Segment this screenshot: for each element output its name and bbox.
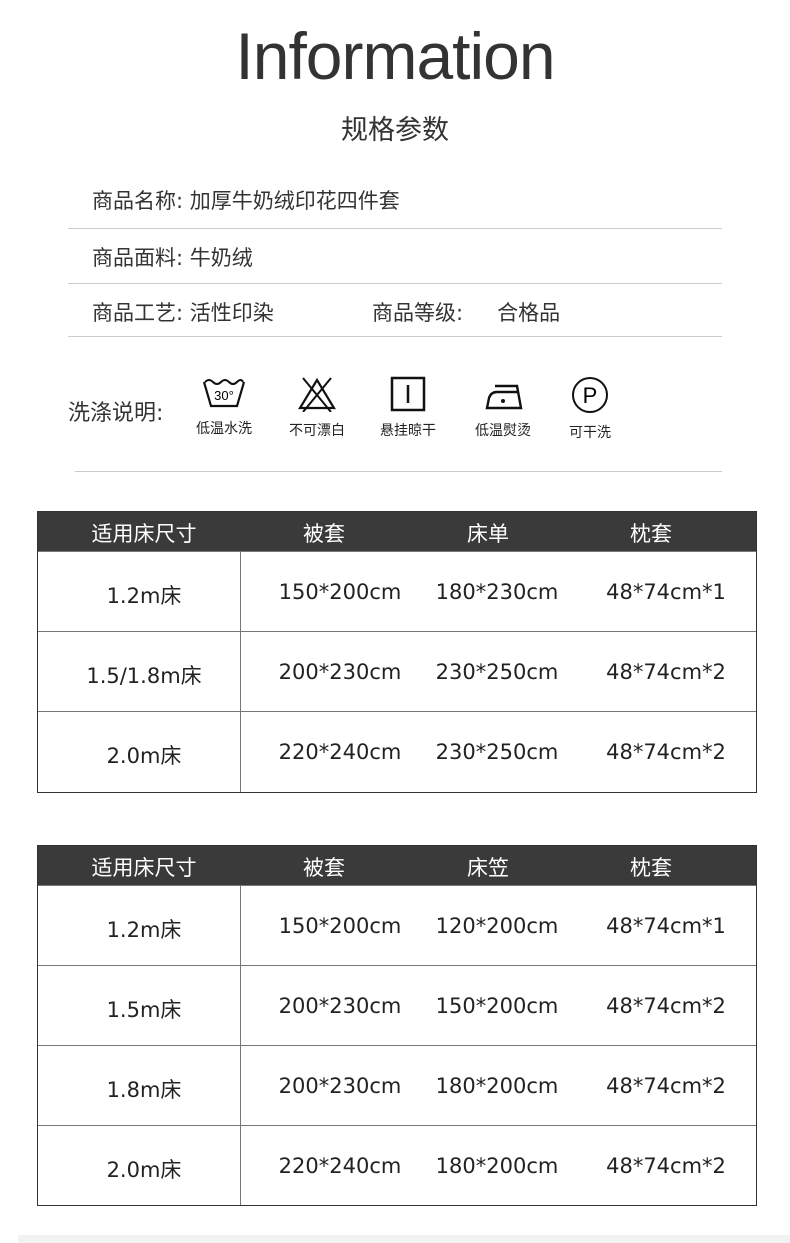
table-cell: 150*200cm	[435, 994, 559, 1018]
divider	[68, 336, 722, 337]
table-cell: 120*200cm	[435, 914, 559, 938]
info-value: 活性印染	[189, 301, 274, 325]
column-header: 床单	[467, 522, 509, 546]
table-cell: 220*240cm	[278, 740, 402, 764]
table-cell: 180*230cm	[435, 580, 559, 604]
table-row: 1.5m床 200*230cm 150*200cm 48*74cm*2	[38, 965, 756, 1046]
info-label: 商品工艺	[92, 301, 176, 325]
low-iron-icon	[485, 384, 523, 410]
column-divider	[240, 551, 241, 792]
wash-item: 低温熨烫	[463, 376, 543, 440]
no-bleach-icon	[298, 377, 336, 412]
table-cell: 48*74cm*1	[606, 580, 726, 604]
table-cell: 230*250cm	[435, 740, 559, 764]
wash-30-icon: 30°	[202, 379, 246, 408]
wash-item-label: 悬挂晾干	[380, 423, 436, 439]
info-label: 商品名称	[92, 189, 176, 213]
table-cell: 180*200cm	[435, 1154, 559, 1178]
table-cell: 200*230cm	[278, 994, 402, 1018]
column-header: 适用床尺寸	[91, 522, 197, 546]
table-cell: 2.0m床	[106, 744, 182, 768]
wash-item-label: 低温熨烫	[475, 423, 531, 439]
divider	[68, 228, 722, 229]
table-cell: 48*74cm*2	[606, 1154, 726, 1178]
wash-item: P 可干洗	[550, 376, 630, 442]
table-row: 1.2m床 150*200cm 180*230cm 48*74cm*1	[38, 551, 756, 632]
table-cell: 1.2m床	[106, 584, 182, 608]
table-row: 2.0m床 220*240cm 230*250cm 48*74cm*2	[38, 711, 756, 792]
info-row-grade: 商品等级: 合格品	[372, 301, 561, 325]
info-label: 商品面料	[92, 246, 176, 270]
table-cell: 200*230cm	[278, 1074, 402, 1098]
wash-item-label: 不可漂白	[289, 423, 345, 439]
table-row: 1.2m床 150*200cm 120*200cm 48*74cm*1	[38, 885, 756, 966]
info-value: 合格品	[497, 301, 561, 325]
table-cell: 1.8m床	[106, 1078, 182, 1102]
dry-clean-icon: P	[572, 377, 608, 413]
table-cell: 220*240cm	[278, 1154, 402, 1178]
table-cell: 1.2m床	[106, 918, 182, 942]
table-header: 适用床尺寸 被套 床单 枕套	[38, 512, 756, 551]
table-cell: 48*74cm*2	[606, 740, 726, 764]
table-cell: 48*74cm*1	[606, 914, 726, 938]
size-table-fitted: 适用床尺寸 被套 床笠 枕套 1.2m床 150*200cm 120*200cm 48*74c…	[37, 845, 757, 1206]
table-cell: 230*250cm	[435, 660, 559, 684]
info-value: 加厚牛奶绒印花四件套	[189, 189, 400, 213]
svg-text:30°: 30°	[214, 388, 234, 403]
hang-dry-icon	[390, 376, 426, 412]
wash-label: 洗涤说明:	[68, 401, 164, 426]
column-header: 床笠	[467, 856, 509, 880]
wash-item-label: 可干洗	[569, 425, 611, 441]
page-title: Information	[235, 19, 555, 93]
divider	[75, 471, 722, 472]
page-subtitle: 规格参数	[341, 115, 449, 146]
table-row: 1.8m床 200*230cm 180*200cm 48*74cm*2	[38, 1045, 756, 1126]
wash-item-label: 低温水洗	[196, 421, 252, 437]
wash-item: 30° 低温水洗	[184, 376, 264, 438]
column-header: 适用床尺寸	[91, 856, 197, 880]
table-header: 适用床尺寸 被套 床笠 枕套	[38, 846, 756, 885]
info-label: 商品等级	[372, 301, 456, 325]
svg-text:P: P	[583, 383, 598, 408]
footer-strip	[18, 1235, 790, 1243]
table-cell: 2.0m床	[106, 1158, 182, 1182]
column-header: 枕套	[630, 856, 672, 880]
info-row-fabric: 商品面料: 牛奶绒	[92, 246, 253, 270]
table-cell: 150*200cm	[278, 914, 402, 938]
column-header: 被套	[303, 856, 345, 880]
table-cell: 1.5/1.8m床	[86, 664, 202, 688]
table-cell: 48*74cm*2	[606, 1074, 726, 1098]
table-cell: 48*74cm*2	[606, 660, 726, 684]
column-header: 枕套	[630, 522, 672, 546]
table-cell: 180*200cm	[435, 1074, 559, 1098]
info-row-craft: 商品工艺: 活性印染	[92, 301, 274, 325]
table-row: 2.0m床 220*240cm 180*200cm 48*74cm*2	[38, 1125, 756, 1206]
column-header: 被套	[303, 522, 345, 546]
info-value: 牛奶绒	[189, 246, 253, 270]
wash-item: 悬挂晾干	[368, 376, 448, 440]
table-cell: 200*230cm	[278, 660, 402, 684]
table-cell: 1.5m床	[106, 998, 182, 1022]
table-cell: 150*200cm	[278, 580, 402, 604]
table-row: 1.5/1.8m床 200*230cm 230*250cm 48*74cm*2	[38, 631, 756, 712]
info-row-name: 商品名称: 加厚牛奶绒印花四件套	[92, 189, 400, 213]
divider	[68, 283, 722, 284]
table-cell: 48*74cm*2	[606, 994, 726, 1018]
size-table-sheet: 适用床尺寸 被套 床单 枕套 1.2m床 150*200cm 180*230cm 48*74c…	[37, 511, 757, 793]
wash-item: 不可漂白	[277, 376, 357, 440]
